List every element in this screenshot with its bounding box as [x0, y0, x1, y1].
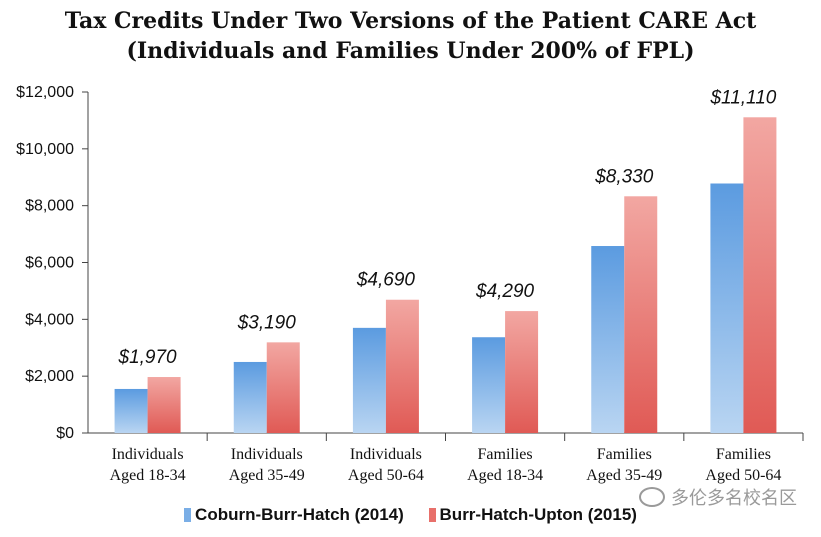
bar-chart: $0 $2,000 $4,000 $6,000 $8,000 $10,000 $12,000…	[16, 84, 804, 484]
x-category-label: Families	[478, 446, 533, 463]
bar-coburn-burr-hatch	[472, 337, 506, 433]
bar-coburn-burr-hatch	[352, 327, 386, 433]
x-category-label: Families	[597, 446, 652, 463]
bar-burr-hatch-upton	[266, 342, 300, 433]
y-tick-label: $8,000	[25, 198, 74, 215]
x-category-label: Individuals	[231, 446, 303, 463]
y-tick-label: $2,000	[25, 368, 74, 385]
x-category-label: Aged 18-34	[110, 467, 186, 484]
bar-coburn-burr-hatch	[233, 361, 267, 433]
chart-title: Tax Credits Under Two Versions of the Pa…	[0, 6, 821, 66]
bar-coburn-burr-hatch	[114, 388, 148, 433]
x-category-label: Families	[716, 446, 771, 463]
legend-label: Coburn-Burr-Hatch (2014)	[195, 505, 404, 524]
watermark-text: 多伦多名校名区	[671, 488, 797, 509]
y-tick-label: $0	[56, 425, 74, 442]
x-category-label: Individuals	[112, 446, 184, 463]
x-category-label: Aged 35-49	[586, 467, 662, 484]
bar-burr-hatch-upton	[385, 299, 419, 433]
watermark: 多伦多名校名区	[639, 484, 797, 510]
legend-swatch-blue	[184, 508, 192, 522]
data-label: $4,290	[475, 281, 535, 302]
bar-burr-hatch-upton	[743, 117, 777, 433]
chat-bubble-icon	[639, 487, 665, 507]
legend-swatch-red	[428, 508, 436, 522]
y-tick-label: $12,000	[16, 84, 74, 101]
x-category-label: Aged 50-64	[348, 467, 424, 484]
data-label: $3,190	[237, 312, 297, 333]
y-tick-label: $6,000	[25, 255, 74, 272]
x-category-label: Aged 50-64	[705, 467, 781, 484]
data-label: $11,110	[709, 87, 776, 108]
legend-item-series-2: Burr-Hatch-Upton (2015)	[428, 505, 637, 525]
bar-burr-hatch-upton	[147, 377, 181, 433]
x-category-label: Individuals	[350, 446, 422, 463]
subtitle-line: (Individuals and Families Under 200% of …	[126, 38, 695, 64]
x-category-label: Aged 35-49	[229, 467, 305, 484]
data-label: $8,330	[594, 166, 654, 187]
y-tick-label: $4,000	[25, 311, 74, 328]
bar-burr-hatch-upton	[624, 196, 658, 433]
bar-coburn-burr-hatch	[710, 183, 744, 433]
bar-coburn-burr-hatch	[591, 246, 625, 433]
legend-item-series-1: Coburn-Burr-Hatch (2014)	[184, 505, 404, 525]
bar-burr-hatch-upton	[505, 311, 539, 433]
legend-label: Burr-Hatch-Upton (2015)	[439, 505, 637, 524]
data-label: $4,690	[356, 270, 416, 291]
x-category-label: Aged 18-34	[467, 467, 543, 484]
title-line: Tax Credits Under Two Versions of the Pa…	[64, 8, 757, 34]
data-label: $1,970	[118, 347, 178, 368]
legend: Coburn-Burr-Hatch (2014) Burr-Hatch-Upto…	[0, 505, 821, 527]
y-tick-label: $10,000	[16, 141, 74, 158]
